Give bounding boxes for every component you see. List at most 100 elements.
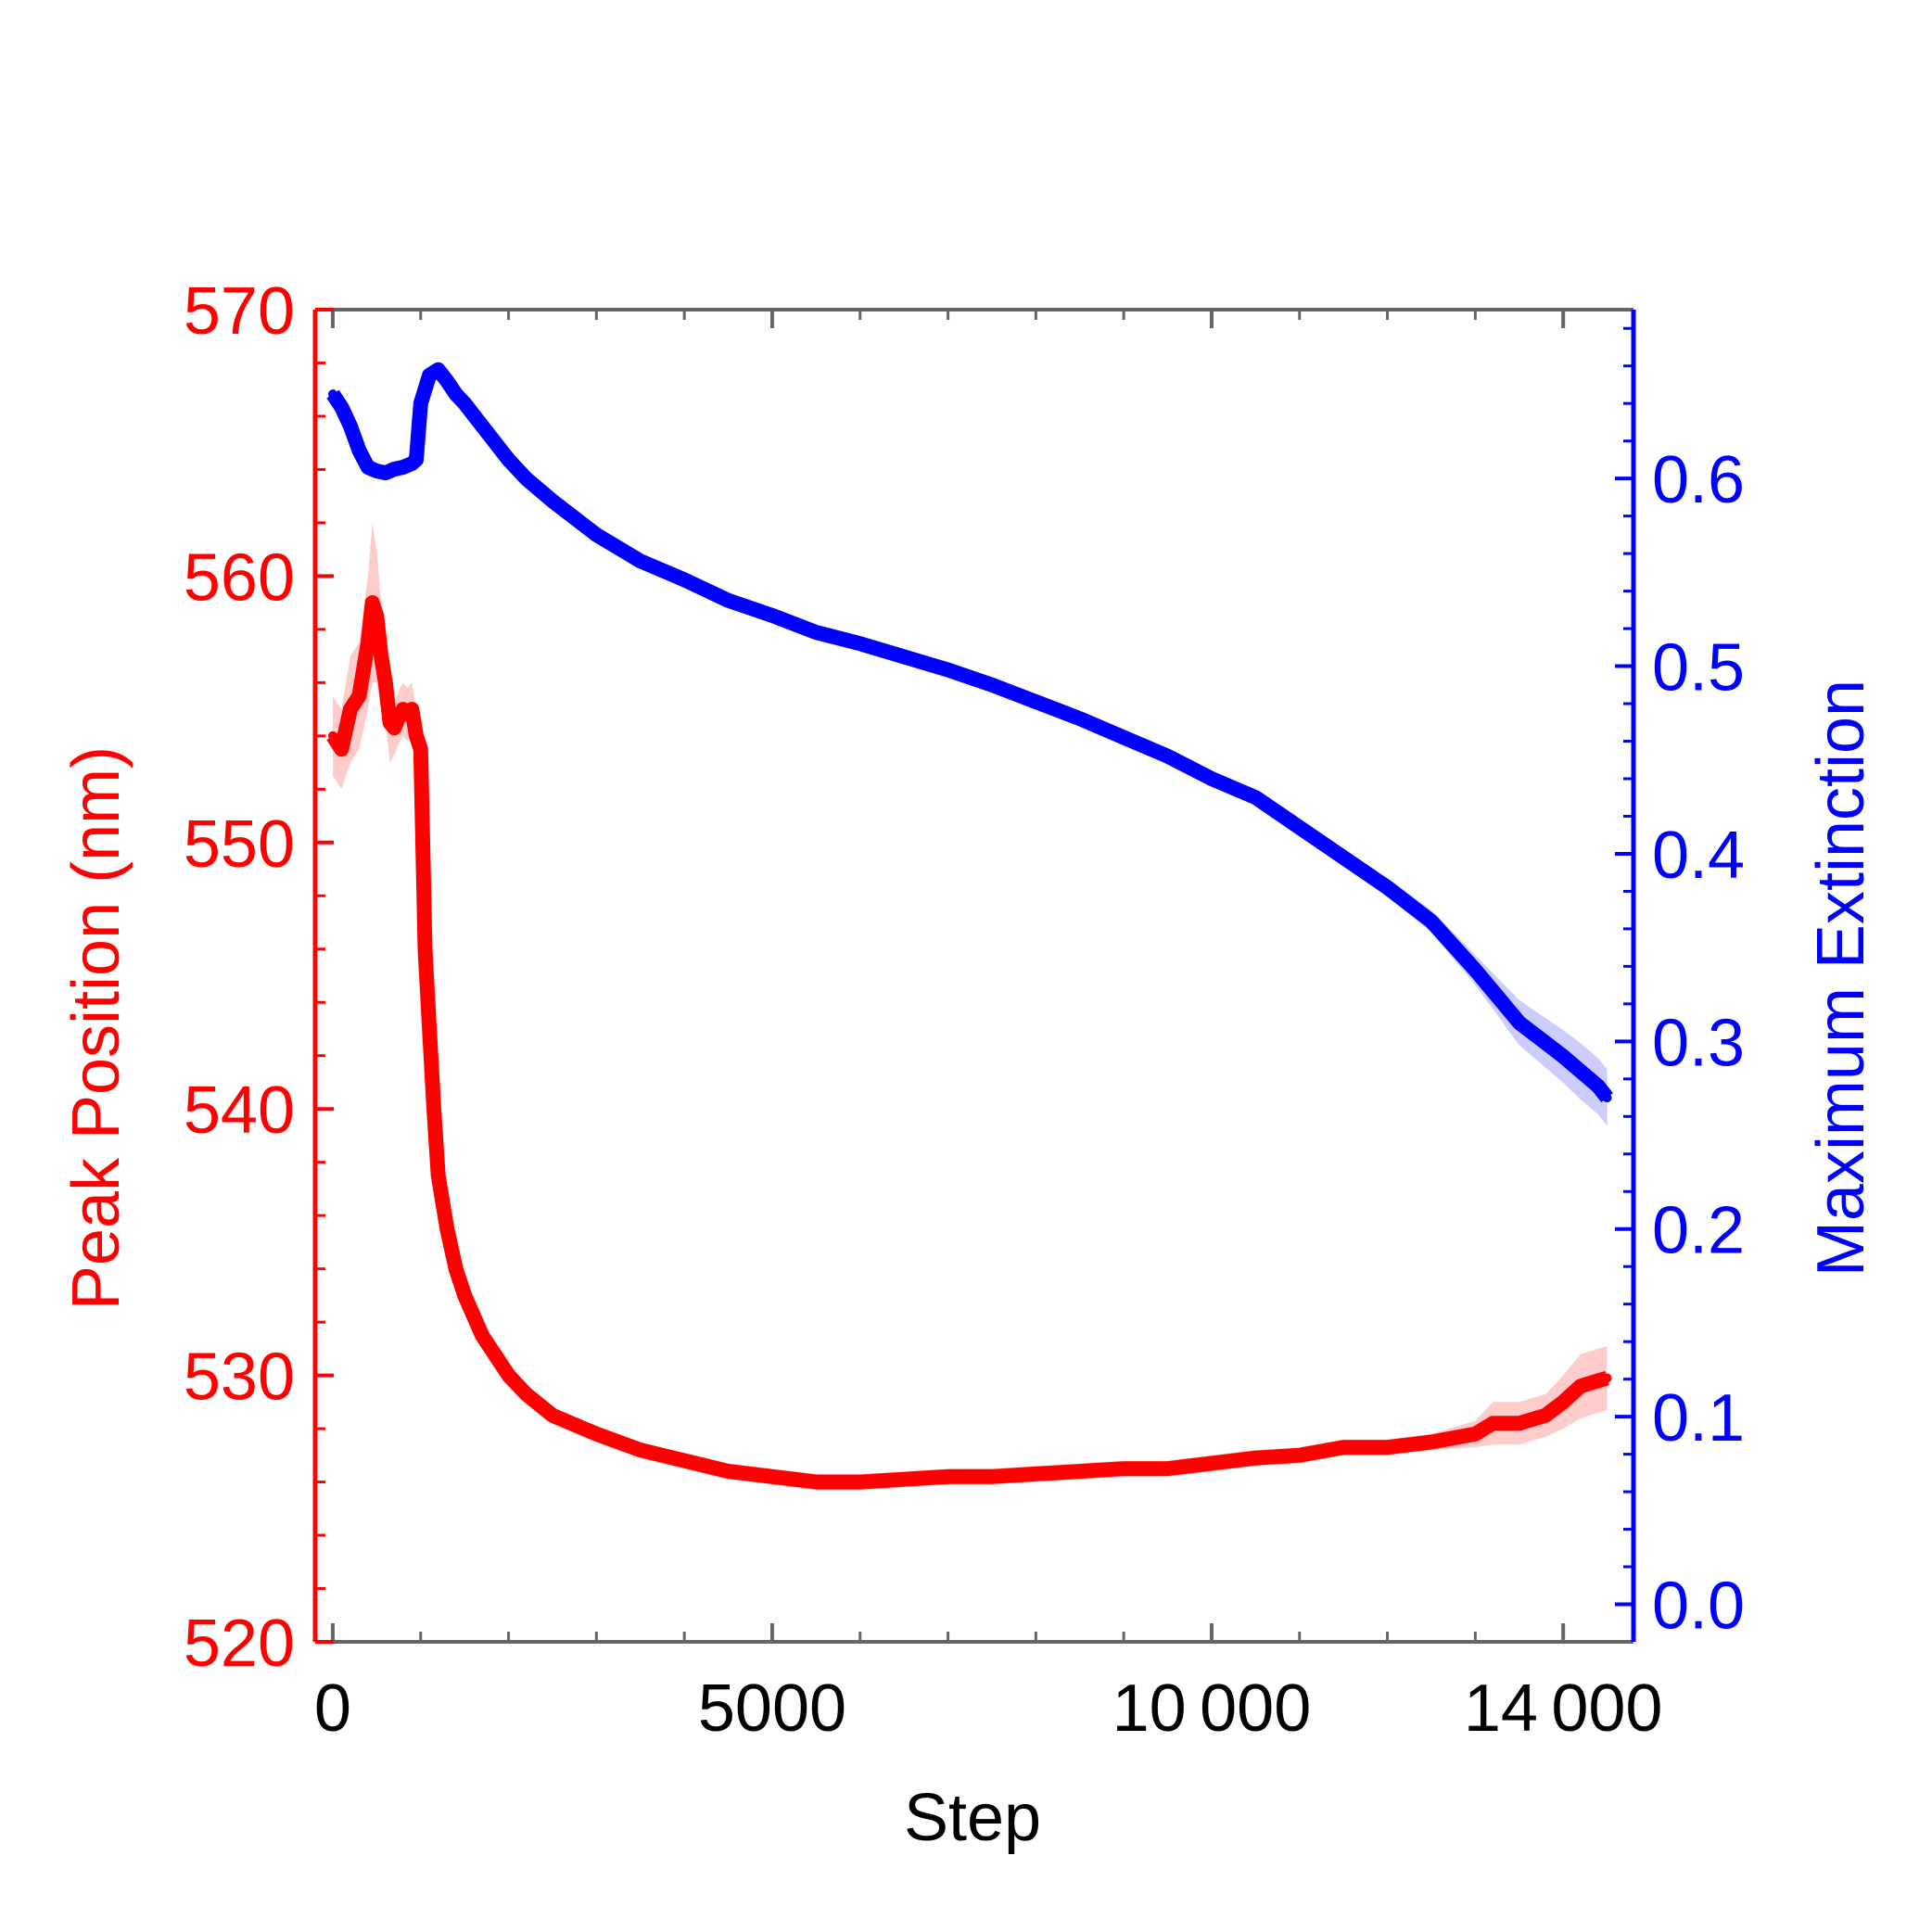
series-right-point: [635, 556, 645, 566]
series-left-point: [354, 691, 364, 701]
series-right-point: [415, 399, 426, 409]
series-left-point: [723, 1467, 733, 1477]
y-left-tick-label: 540: [184, 1074, 295, 1148]
series-right-point: [412, 454, 421, 464]
series-left-point: [591, 1429, 602, 1439]
y-left-tick-label: 530: [184, 1341, 295, 1415]
series-left-point: [412, 731, 421, 741]
y-left-tick-label: 550: [184, 807, 295, 882]
y-left-tick-label: 520: [184, 1607, 295, 1681]
series-left-point: [943, 1471, 953, 1481]
series-left-point: [442, 1224, 452, 1234]
series-left-point: [987, 1471, 997, 1481]
series-right-point: [1251, 793, 1261, 803]
series-left-point: [415, 744, 426, 755]
series-right-point: [1031, 697, 1041, 706]
series-right-point: [855, 639, 865, 649]
series-left-point: [394, 712, 404, 722]
series-right-point: [1294, 822, 1304, 833]
series-right-point: [460, 399, 470, 409]
y-right-tick-label: 0.4: [1652, 819, 1745, 893]
series-right-point: [680, 575, 690, 585]
y-left-axis-label: Peak Position (nm): [59, 746, 133, 1310]
series-left-point: [521, 1389, 531, 1399]
series-left-point: [1602, 1373, 1612, 1383]
series-right-point: [591, 529, 602, 540]
y-right-tick-label: 0.1: [1652, 1381, 1745, 1455]
series-left-point: [389, 723, 400, 733]
series-right-point: [943, 665, 953, 675]
series-left-point: [1119, 1464, 1129, 1474]
series-right-point: [1427, 916, 1436, 926]
series-left-point: [328, 731, 337, 741]
series-left-point: [433, 1171, 443, 1180]
series-right-point: [345, 421, 355, 431]
series-right-point: [389, 464, 400, 474]
series-right-point: [425, 370, 435, 380]
series-right-point: [811, 628, 821, 638]
series-left-point: [1576, 1381, 1586, 1392]
series-left-point: [1207, 1458, 1216, 1468]
frame-layer: [312, 308, 1636, 1644]
series-right-point: [354, 445, 364, 455]
series-right-point: [521, 474, 531, 484]
series-right-point: [362, 463, 373, 472]
series-right-point: [1514, 1018, 1524, 1028]
series-right-point: [1594, 1081, 1604, 1091]
series-right-point: [503, 454, 514, 464]
y-left-tick-label: 570: [184, 274, 295, 349]
series-right-point: [899, 652, 909, 662]
series-left-point: [372, 611, 382, 621]
series-right-point: [398, 463, 408, 472]
series-right-point: [328, 389, 337, 400]
y-right-axis-label: Maximum Extinction: [1804, 680, 1878, 1277]
series-right-point: [1382, 883, 1392, 893]
series-left-point: [362, 638, 373, 648]
x-tick-label: 10 000: [1112, 1671, 1312, 1746]
series-left-point: [337, 744, 347, 755]
series-left-point: [1488, 1418, 1498, 1429]
series-left-point: [1074, 1467, 1085, 1477]
series-right-point: [337, 402, 347, 413]
series-right-point: [768, 610, 777, 620]
series-left-point: [1541, 1410, 1551, 1420]
y-right-tick-label: 0.6: [1652, 443, 1745, 517]
x-tick-label: 5000: [698, 1671, 846, 1746]
series-right-point: [442, 375, 452, 386]
series-right-point: [451, 389, 461, 400]
y-right-tick-label: 0.5: [1652, 631, 1745, 705]
series-right-point: [380, 468, 390, 478]
series-right-point: [1470, 965, 1481, 975]
series-right-point: [372, 466, 382, 477]
series-right-point: [433, 364, 443, 375]
series-left-point: [367, 598, 377, 608]
series-left-point: [680, 1455, 690, 1466]
series-left-point: [407, 705, 417, 715]
series-left-point: [345, 705, 355, 715]
series-left-point: [1163, 1464, 1173, 1474]
series-right-point: [987, 680, 997, 690]
series-left-point: [1514, 1418, 1524, 1429]
y-right-tick-label: 0.0: [1652, 1570, 1745, 1644]
ticks-layer: 0 5000 10 000 14 000 520 530 540 550 560 570 0.0 0.…: [184, 274, 1745, 1746]
series-left-point: [1594, 1376, 1604, 1386]
series-right-point: [1576, 1066, 1586, 1076]
series-layer: [326, 362, 1613, 1491]
series-left-point: [1470, 1429, 1481, 1439]
series-left-point: [899, 1474, 909, 1484]
series-left-point: [1251, 1453, 1261, 1463]
series-left-point: [855, 1477, 865, 1487]
series-left-point: [1427, 1437, 1436, 1447]
series-left-point: [376, 651, 387, 661]
series-right-point: [1339, 853, 1349, 862]
x-axis-label: Step: [904, 1781, 1041, 1855]
series-right-point: [723, 595, 733, 605]
series-left-point: [1294, 1450, 1304, 1460]
y-left-tick-label: 560: [184, 540, 295, 615]
series-right-point: [1163, 751, 1173, 761]
series-left-point: [768, 1471, 777, 1481]
series-left-point: [1339, 1443, 1349, 1453]
series-left-point: [1031, 1468, 1041, 1479]
series-left-point: [380, 678, 390, 688]
